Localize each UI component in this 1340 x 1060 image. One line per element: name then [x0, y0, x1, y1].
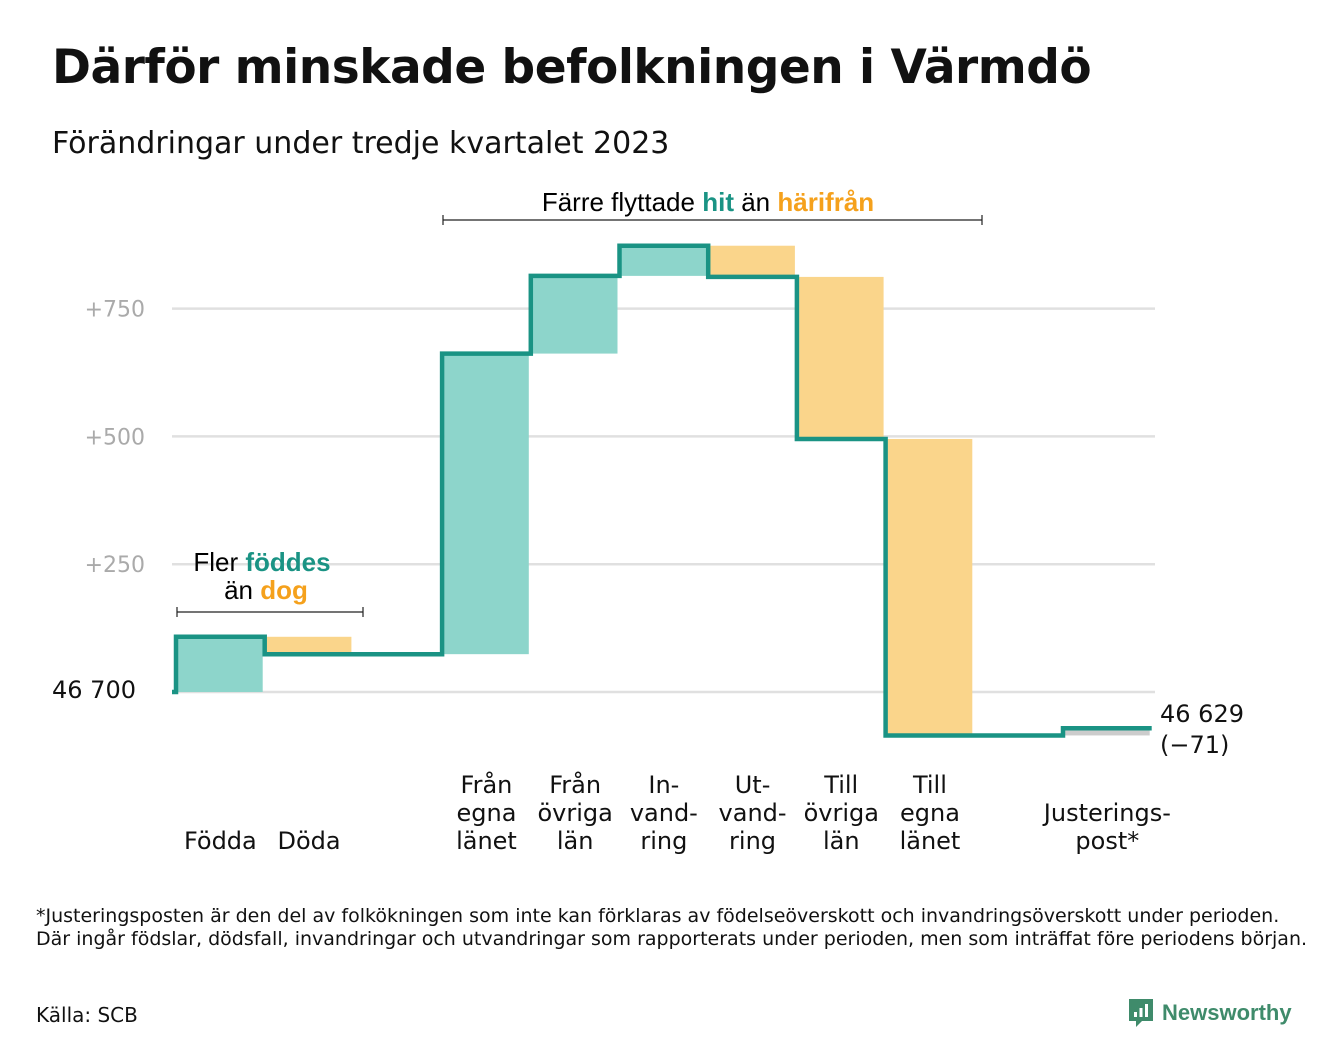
x-tick-label: län [557, 827, 594, 855]
x-tick-label: post* [1075, 827, 1139, 855]
x-tick-label: vand- [630, 799, 698, 827]
x-tick-label: Ut- [735, 771, 771, 799]
x-tick-label: Döda [277, 827, 340, 855]
births-annotation-line2: än dog [224, 575, 308, 605]
births-annotation-emphasis2: dog [260, 575, 308, 605]
migration-annotation-mid: än [734, 187, 777, 217]
chart-subtitle: Förändringar under tredje kvartalet 2023 [52, 126, 670, 161]
grid-lines: +250 +500 +750 [85, 298, 1155, 694]
births-annotation-bracket [176, 607, 364, 617]
annotations: Fler föddes än dog Färre flyttade hit än… [176, 187, 983, 617]
x-tick-label: vand- [719, 799, 787, 827]
x-tick-label: Till [823, 771, 858, 799]
migration-annotation-bracket [442, 215, 983, 225]
bar-increase [532, 275, 618, 354]
bar-decrease [710, 245, 795, 277]
migration-annotation-hit: hit [702, 187, 734, 217]
bar-decrease [798, 276, 884, 439]
end-change-label: (−71) [1160, 731, 1229, 759]
x-tick-label: Födda [184, 827, 257, 855]
end-value-label: 46 629 [1160, 700, 1244, 728]
x-tick-label: In- [648, 771, 679, 799]
x-tick-label: övriga [804, 799, 879, 827]
births-annotation-line1: Fler föddes [193, 547, 330, 577]
source-label: Källa: SCB [36, 1003, 138, 1027]
x-tick-label: övriga [537, 799, 612, 827]
bar-increase [178, 636, 263, 692]
births-annotation-prefix2: än [224, 575, 260, 605]
migration-annotation-prefix: Färre flyttade [542, 187, 702, 217]
newsworthy-logo-icon [1129, 999, 1153, 1027]
bars [178, 245, 1150, 736]
chart-title: Därför minskade befolkningen i Värmdö [52, 40, 1092, 95]
y-tick-label: +500 [85, 425, 145, 450]
bar-increase [444, 353, 529, 655]
waterfall-step-line [172, 243, 1152, 738]
x-tick-label: ring [640, 827, 687, 855]
x-tick-label: egna [456, 799, 516, 827]
births-annotation-emphasis: föddes [245, 547, 330, 577]
bar-increase [621, 245, 707, 276]
step-line [172, 243, 1152, 738]
brand-logo: Newsworthy [1128, 998, 1292, 1028]
bar-decrease [266, 636, 352, 655]
y-tick-label: +750 [85, 298, 145, 323]
labels: Födda DödaFrånegnalänetFrånövrigalänIn-va… [52, 676, 1244, 855]
x-tick-label: Från [549, 770, 601, 799]
x-tick-label: länet [900, 827, 961, 855]
x-tick-label: Från [461, 770, 513, 799]
x-tick-label: län [823, 827, 860, 855]
births-annotation-prefix: Fler [193, 547, 245, 577]
x-tick-label: ring [729, 827, 776, 855]
brand-name: Newsworthy [1162, 1000, 1292, 1025]
x-tick-label: Till [912, 771, 947, 799]
x-tick-label: länet [456, 827, 517, 855]
y-tick-label: +250 [85, 553, 145, 578]
bar-adjustment [1065, 728, 1150, 736]
waterfall-chart: +250+500+750 Födda DödaFrånegnalänetFrånö… [52, 187, 1244, 855]
migration-annotation: Färre flyttade hit än härifrån [542, 187, 874, 217]
x-tick-label: egna [900, 799, 960, 827]
bar-decrease [887, 438, 973, 736]
migration-annotation-harifran: härifrån [777, 187, 874, 217]
footnote: *Justeringsposten är den del av folkökni… [36, 905, 1308, 950]
start-value-label: 46 700 [52, 676, 136, 704]
x-tick-label: Justerings- [1042, 799, 1171, 827]
